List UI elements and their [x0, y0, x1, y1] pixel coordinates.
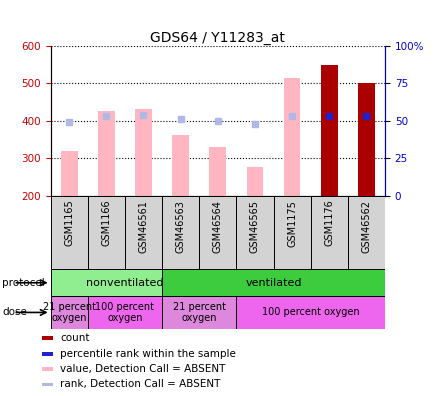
Text: protocol: protocol — [2, 278, 45, 288]
Bar — [125, 196, 162, 269]
Bar — [236, 196, 274, 269]
Bar — [348, 196, 385, 269]
Bar — [42, 367, 53, 371]
Bar — [88, 196, 125, 269]
Text: value, Detection Call = ABSENT: value, Detection Call = ABSENT — [60, 364, 225, 374]
Text: rank, Detection Call = ABSENT: rank, Detection Call = ABSENT — [60, 379, 220, 389]
Bar — [88, 296, 162, 329]
Text: 100 percent
oxygen: 100 percent oxygen — [95, 302, 154, 323]
Text: GSM46565: GSM46565 — [250, 200, 260, 253]
Bar — [311, 196, 348, 269]
Bar — [274, 196, 311, 269]
Bar — [236, 296, 385, 329]
Text: GSM1166: GSM1166 — [101, 200, 111, 246]
Text: GSM46562: GSM46562 — [361, 200, 371, 253]
Text: ventilated: ventilated — [245, 278, 302, 288]
Bar — [358, 83, 375, 196]
Text: nonventilated: nonventilated — [86, 278, 164, 288]
Bar — [172, 135, 189, 196]
Bar — [321, 65, 337, 196]
Bar — [42, 383, 53, 386]
Bar — [246, 168, 263, 196]
Bar — [162, 196, 199, 269]
Text: GSM46561: GSM46561 — [139, 200, 148, 253]
Bar — [98, 111, 115, 196]
Bar — [42, 337, 53, 340]
Title: GDS64 / Y11283_at: GDS64 / Y11283_at — [150, 30, 285, 44]
Text: GSM1176: GSM1176 — [324, 200, 334, 246]
Bar — [162, 296, 236, 329]
Text: 21 percent
oxygen: 21 percent oxygen — [173, 302, 226, 323]
Bar — [61, 151, 77, 196]
Text: GSM46563: GSM46563 — [176, 200, 186, 253]
Text: 100 percent oxygen: 100 percent oxygen — [262, 307, 359, 318]
Bar — [42, 352, 53, 356]
Text: GSM46564: GSM46564 — [213, 200, 223, 253]
Bar — [51, 269, 199, 296]
Bar — [51, 196, 88, 269]
Text: GSM1165: GSM1165 — [64, 200, 74, 246]
Bar — [162, 269, 385, 296]
Bar — [199, 196, 236, 269]
Bar — [51, 296, 88, 329]
Text: count: count — [60, 333, 89, 343]
Bar — [135, 109, 152, 196]
Bar — [284, 78, 301, 196]
Bar — [209, 147, 226, 196]
Text: GSM1175: GSM1175 — [287, 200, 297, 247]
Text: 21 percent
oxygen: 21 percent oxygen — [43, 302, 95, 323]
Text: percentile rank within the sample: percentile rank within the sample — [60, 348, 236, 359]
Text: dose: dose — [2, 307, 27, 318]
